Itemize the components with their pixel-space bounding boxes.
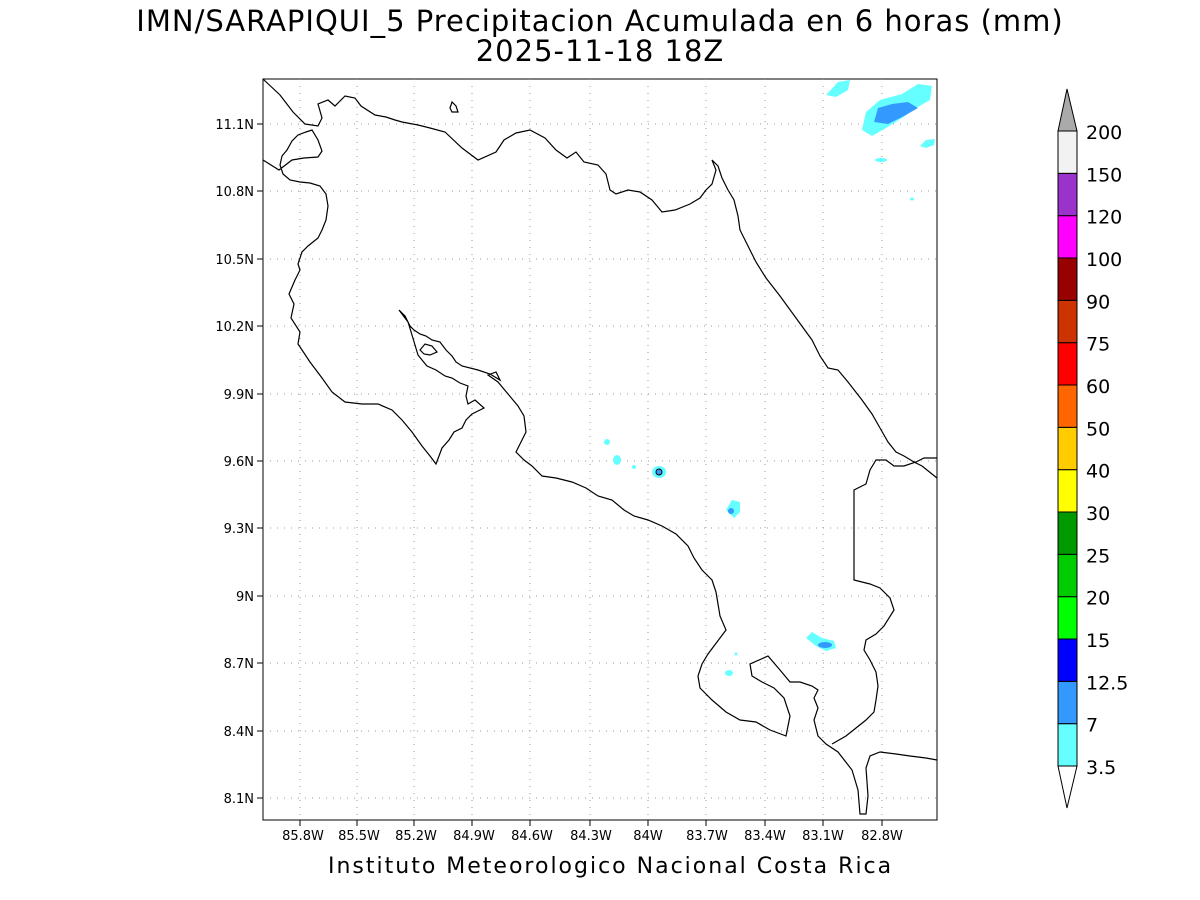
colorbar-swatch <box>1057 469 1078 513</box>
colorbar-swatch <box>1057 553 1078 598</box>
colorbar-swatch <box>1057 299 1078 344</box>
lat-label: 9.9N <box>224 388 254 403</box>
lat-label: 9.3N <box>224 522 254 537</box>
colorbar-top-arrow <box>1057 88 1078 132</box>
colorbar-label: 90 <box>1086 291 1110 313</box>
colorbar: 3.5 7 12.5 15 20 25 30 40 50 60 75 90 100 120 150 200 <box>1057 88 1128 809</box>
colorbar-label: 12.5 <box>1086 672 1128 694</box>
colorbar-label: 50 <box>1086 418 1110 440</box>
precip-blob-south-east <box>806 632 836 651</box>
lon-label: 85.2W <box>395 829 437 844</box>
colorbar-label: 15 <box>1086 630 1110 652</box>
lon-label: 82.8W <box>861 829 903 844</box>
pacific-coast-north <box>262 129 938 815</box>
colorbar-swatch <box>1057 596 1078 640</box>
colorbar-label: 75 <box>1086 334 1110 356</box>
colorbar-swatch <box>1057 723 1078 767</box>
colorbar-swatch <box>1057 638 1078 682</box>
colorbar-label: 60 <box>1086 376 1110 398</box>
colorbar-swatch <box>1057 384 1078 428</box>
colorbar-swatch <box>1057 130 1078 174</box>
precip-blob-central <box>613 455 621 465</box>
lat-label: 8.7N <box>224 657 254 672</box>
nicaragua-border <box>262 78 729 213</box>
map-title: IMN/SARAPIQUI_5 Precipitacion Acumulada … <box>136 4 1064 38</box>
tick-marks <box>257 123 883 826</box>
colorbar-swatch <box>1057 172 1078 217</box>
colorbar-label: 200 <box>1086 122 1122 144</box>
footer-credit: Instituto Meteorologico Nacional Costa R… <box>328 854 894 879</box>
caribbean-coast <box>727 189 938 479</box>
precip-blob-central <box>632 465 636 469</box>
precip-blob-south-central-core <box>728 508 734 514</box>
colorbar-bottom-arrow <box>1057 765 1078 809</box>
coastlines <box>262 78 938 815</box>
lat-label: 11.1N <box>215 118 254 133</box>
colorbar-label: 7 <box>1086 715 1098 737</box>
colorbar-label: 150 <box>1086 164 1122 186</box>
lon-label: 83.4W <box>744 829 786 844</box>
lon-label: 83.1W <box>802 829 844 844</box>
lon-label: 84.6W <box>511 829 553 844</box>
lon-label: 85.5W <box>338 829 380 844</box>
precipitation-areas <box>604 80 935 676</box>
grid-lines <box>263 79 937 820</box>
colorbar-swatch <box>1057 511 1078 555</box>
precip-blob-tiny <box>910 197 914 201</box>
panama-border <box>831 457 937 745</box>
precip-blob-south-east-core <box>818 642 832 648</box>
precip-blob-central <box>604 439 610 445</box>
lat-label: 10.2N <box>215 320 254 335</box>
colorbar-label: 40 <box>1086 461 1110 483</box>
lon-label: 84.9W <box>453 829 495 844</box>
lat-label: 9.6N <box>224 455 254 470</box>
colorbar-label: 30 <box>1086 503 1110 525</box>
lon-label: 84W <box>633 829 663 844</box>
lon-label: 83.7W <box>686 829 728 844</box>
map-frame <box>262 78 938 821</box>
lat-label: 10.5N <box>215 253 254 268</box>
precip-blob-caribbean-core <box>874 102 918 124</box>
precip-blob-east-small <box>920 139 935 148</box>
island-lake-outline <box>419 343 438 356</box>
map-subtitle-date: 2025-11-18 18Z <box>475 34 725 68</box>
precip-blob-tiny <box>725 670 733 676</box>
lat-label: 10.8N <box>215 185 254 200</box>
island-north <box>449 100 459 113</box>
lat-label: 8.1N <box>224 792 254 807</box>
precip-blob-north-coast <box>826 80 850 97</box>
colorbar-swatch <box>1057 342 1078 386</box>
colorbar-label: 100 <box>1086 249 1122 271</box>
colorbar-swatch <box>1057 680 1078 725</box>
colorbar-swatch <box>1057 257 1078 301</box>
lon-label: 84.3W <box>570 829 612 844</box>
lon-label: 85.8W <box>282 829 324 844</box>
lat-label: 8.4N <box>224 725 254 740</box>
colorbar-label: 20 <box>1086 588 1110 610</box>
lat-label: 9N <box>236 590 254 605</box>
colorbar-label: 3.5 <box>1086 757 1116 779</box>
colorbar-swatch <box>1057 215 1078 259</box>
precip-blob-central-core <box>655 468 663 476</box>
colorbar-swatch <box>1057 426 1078 471</box>
longitude-labels: 85.8W 85.5W 85.2W 84.9W 84.6W 84.3W 84W … <box>282 829 903 844</box>
precip-blob-tiny <box>734 652 738 656</box>
precip-blob-tiny <box>875 158 887 162</box>
latitude-labels: 11.1N 10.8N 10.5N 10.2N 9.9N 9.6N 9.3N 9… <box>215 118 254 807</box>
colorbar-label: 120 <box>1086 207 1122 229</box>
colorbar-label: 25 <box>1086 545 1110 567</box>
